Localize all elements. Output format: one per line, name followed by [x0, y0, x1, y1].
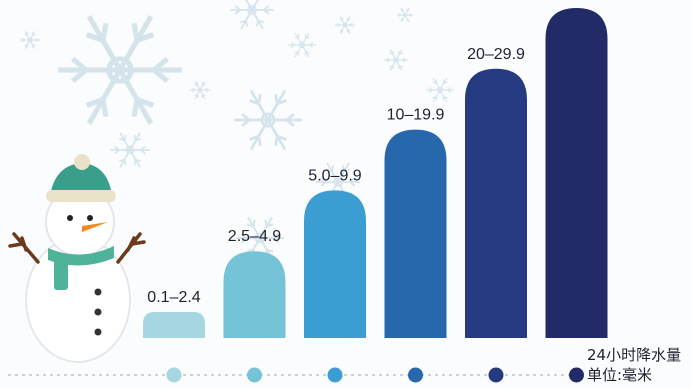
axis-dot — [166, 367, 182, 383]
snowflake-icon — [58, 15, 182, 125]
snowman-button — [94, 288, 102, 296]
category-label: 10–19.9 — [387, 107, 445, 124]
snowman-hat-band — [46, 190, 116, 202]
snowflake-icon — [384, 49, 408, 71]
snowflake-icon — [234, 89, 302, 151]
bar — [545, 8, 608, 338]
snowflake-icon — [426, 77, 454, 103]
bar-series — [143, 8, 608, 339]
snowman-hat — [50, 163, 112, 196]
snowman-eye — [67, 215, 73, 221]
snowflake-icon — [20, 31, 40, 49]
snowman-scarf-tail — [54, 256, 68, 290]
snowflake-icon — [190, 81, 210, 99]
axis-dot — [488, 367, 504, 383]
bar — [465, 68, 527, 339]
axis-dot — [569, 367, 584, 383]
snowflake-icon — [397, 7, 413, 23]
bar — [223, 251, 286, 338]
axis-dot — [408, 367, 423, 383]
axis-dot — [247, 367, 262, 383]
category-label: 2.5–4.9 — [228, 228, 281, 245]
category-labels: 0.1–2.4 2.5–4.9 5.0–9.9 10–19.9 20–29.9 ≥30 — [147, 0, 590, 306]
snowflake-decorations — [20, 0, 454, 260]
snowflake-icon — [335, 16, 355, 34]
category-label: 0.1–2.4 — [147, 289, 200, 306]
snowman-illustration — [8, 154, 146, 363]
bar — [304, 190, 366, 338]
snowman-hat-pompom — [74, 154, 90, 170]
snowman-arms — [8, 232, 146, 264]
category-label: 20–29.9 — [467, 46, 525, 63]
snowman-eye — [87, 215, 93, 221]
snowman-button — [94, 308, 102, 316]
snowflake-icon — [110, 132, 150, 168]
bar — [384, 129, 447, 338]
axis-dot — [327, 367, 343, 383]
snowflake-icon — [230, 0, 274, 30]
snowman-nose — [82, 222, 108, 232]
snowman-button — [94, 328, 102, 336]
category-label: ≥30 — [563, 0, 590, 2]
unit-label: 单位:毫米 — [587, 366, 652, 384]
bar — [143, 312, 205, 338]
snowflake-icon — [288, 32, 316, 58]
category-label: 5.0–9.9 — [308, 167, 361, 184]
unit-title: 24小时降水量 — [587, 346, 681, 364]
dotted-axis — [8, 367, 584, 383]
